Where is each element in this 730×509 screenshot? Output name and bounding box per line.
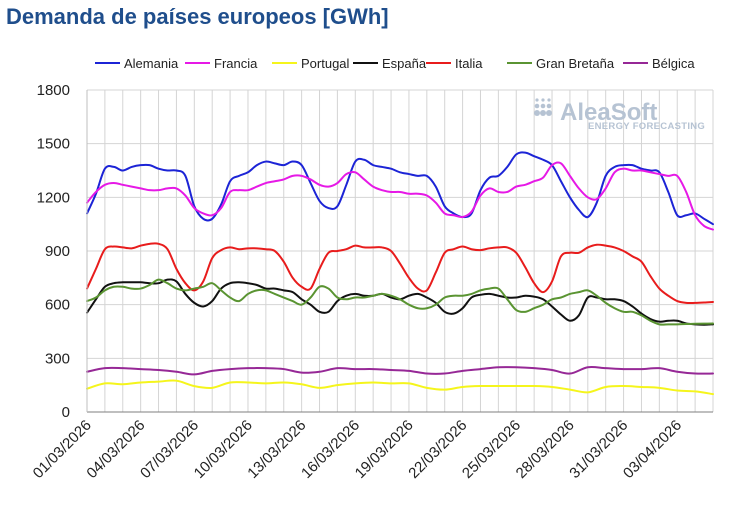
watermark-dot: [535, 98, 539, 102]
watermark-brand: AleaSoft: [560, 99, 657, 126]
series-line-portugal: [86, 379, 714, 396]
watermark-dot: [540, 110, 546, 116]
series-line-gran-bretana: [86, 278, 714, 326]
series-layer: [86, 151, 714, 396]
watermark-dot: [546, 110, 552, 116]
y-tick-label: 1200: [37, 189, 70, 206]
watermark-dot: [534, 103, 540, 109]
watermark-dot: [534, 110, 540, 116]
y-tick-label: 1800: [37, 82, 70, 99]
watermark-dot: [541, 98, 545, 102]
legend-label: Alemania: [124, 56, 179, 71]
series-line-italia: [86, 242, 714, 305]
legend-label: España: [382, 56, 427, 71]
series-line-espana: [86, 278, 714, 326]
watermark-dot: [546, 103, 552, 109]
series-line-francia: [86, 161, 714, 231]
legend-label: Gran Bretaña: [536, 56, 615, 71]
legend-label: Bélgica: [652, 56, 695, 71]
legend-label: Italia: [455, 56, 483, 71]
watermark-dot: [540, 103, 546, 109]
watermark-dot: [547, 98, 551, 102]
legend: Alemania Francia Portugal España Italia Gran …: [95, 56, 695, 71]
y-tick-label: 0: [62, 404, 70, 421]
chart-title: Demanda de países europeos [GWh]: [6, 4, 389, 29]
y-tick-label: 900: [45, 243, 70, 260]
legend-label: Portugal: [301, 56, 350, 71]
y-tick-label: 300: [45, 350, 70, 367]
x-tick-label: 03/04/2026: [620, 417, 685, 482]
watermark: AleaSoft ENERGY FORECASTING: [534, 98, 705, 132]
watermark-subtitle: ENERGY FORECASTING: [588, 121, 705, 132]
y-tick-label: 600: [45, 297, 70, 314]
legend-label: Francia: [214, 56, 258, 71]
series-line-belgica: [86, 365, 714, 376]
dot-grid-icon: [534, 98, 552, 116]
grid-layer: [86, 89, 714, 413]
series-line-alemania: [86, 151, 714, 226]
y-tick-label: 1500: [37, 136, 70, 153]
